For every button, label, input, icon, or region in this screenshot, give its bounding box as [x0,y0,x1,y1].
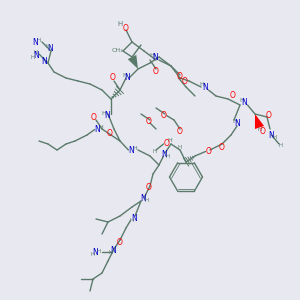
Text: H: H [132,146,137,151]
Text: H: H [258,127,262,132]
Text: N: N [152,53,158,62]
Text: H: H [239,98,244,103]
Text: H: H [272,135,277,140]
Text: O: O [146,183,152,192]
Text: N: N [32,38,38,47]
Text: N: N [128,146,134,155]
Text: O: O [152,67,158,76]
Text: O: O [182,76,188,85]
Text: O: O [176,72,182,81]
Text: O: O [260,128,266,136]
Text: O: O [116,238,122,247]
Text: N: N [161,150,167,159]
Text: H: H [45,44,50,49]
Text: O: O [110,74,116,82]
Text: H: H [149,53,154,58]
Text: N: N [92,248,98,257]
Text: H: H [199,82,204,87]
Text: N: N [94,125,100,134]
Text: H: H [109,250,113,255]
Text: H: H [167,139,172,143]
Text: O: O [176,127,182,136]
Text: N: N [202,82,208,91]
Text: O: O [230,92,236,100]
Text: N: N [41,57,47,66]
Polygon shape [255,114,264,129]
Text: N: N [124,74,130,82]
Text: N: N [268,130,274,140]
Text: N: N [235,119,241,128]
Text: O: O [218,143,224,152]
Text: H: H [98,125,103,130]
Text: H: H [30,56,34,60]
Text: H: H [117,21,123,27]
Text: H: H [232,119,237,124]
Text: O: O [146,117,152,126]
Text: O: O [160,111,166,120]
Text: H: H [165,154,169,159]
Text: N: N [47,44,53,53]
Text: N: N [104,111,110,120]
Text: H: H [33,50,38,55]
Text: CH₃: CH₃ [111,49,123,53]
Text: H: H [90,253,94,257]
Text: N: N [33,51,39,60]
Text: O: O [164,139,169,148]
Text: N: N [242,98,248,107]
Text: H: H [96,249,100,254]
Text: N: N [110,246,116,255]
Text: H: H [122,73,127,78]
Text: H: H [130,218,134,223]
Text: N: N [140,194,146,203]
Text: O: O [123,24,129,33]
Text: H: H [101,111,106,116]
Text: H: H [278,143,283,148]
Text: N: N [131,214,137,223]
Text: O: O [106,129,112,138]
Text: O: O [206,147,212,156]
Text: H: H [36,38,40,43]
Text: H: H [177,145,182,150]
Polygon shape [128,55,138,69]
Text: H: H [144,199,148,203]
Text: O: O [91,112,97,122]
Text: H: H [152,149,157,154]
Text: O: O [266,111,272,120]
